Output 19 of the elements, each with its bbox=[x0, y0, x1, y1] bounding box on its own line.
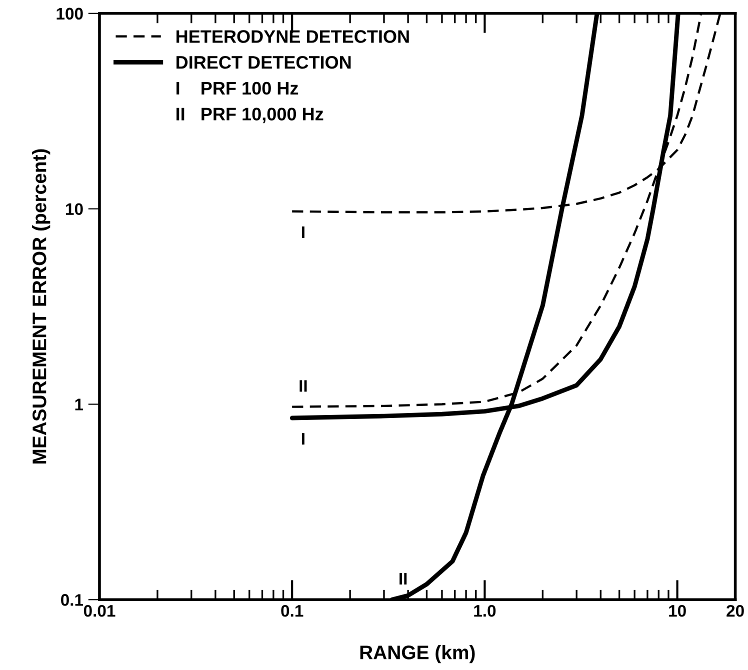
y-tick-label: 100 bbox=[56, 8, 83, 20]
y-tick-label: 1 bbox=[75, 398, 84, 410]
y-tick-label: 10 bbox=[66, 203, 83, 216]
x-axis-title: RANGE (km) bbox=[360, 645, 475, 664]
legend-label: DIRECT DETECTION bbox=[176, 56, 351, 69]
annotation: I PRF 100 Hz bbox=[176, 82, 298, 95]
x-tick-label: 0.01 bbox=[84, 604, 116, 617]
annotation: II bbox=[300, 380, 307, 392]
x-tick-label: 1.0 bbox=[474, 604, 496, 617]
annotation: II PRF 10,000 Hz bbox=[176, 108, 324, 124]
annotation: I bbox=[302, 433, 304, 445]
legend-label: HETERODYNE DETECTION bbox=[176, 30, 409, 43]
y-axis-title: MEASUREMENT ERROR (percent) bbox=[32, 149, 50, 464]
x-tick-label: 0.1 bbox=[281, 604, 304, 617]
x-tick-label: 10 bbox=[669, 604, 686, 617]
annotation: I bbox=[302, 226, 304, 238]
annotation: II bbox=[400, 573, 407, 585]
y-tick-label: 0.1 bbox=[61, 594, 84, 606]
x-tick-label: 20 bbox=[726, 604, 744, 617]
